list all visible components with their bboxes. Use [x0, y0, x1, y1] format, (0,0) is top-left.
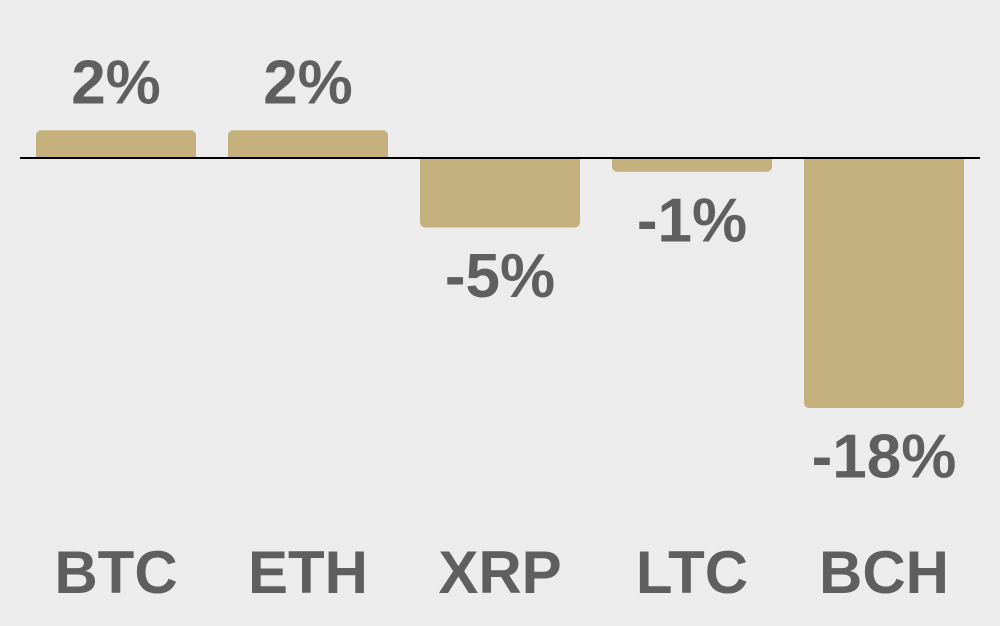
- bar: [420, 158, 580, 228]
- x-tick-label: BCH: [819, 539, 949, 606]
- x-tick-label: LTC: [636, 539, 748, 606]
- bar: [612, 158, 772, 172]
- x-tick-label: BTC: [54, 539, 177, 606]
- bar: [228, 130, 388, 158]
- bar: [36, 130, 196, 158]
- value-label: -18%: [812, 422, 957, 491]
- x-tick-label: ETH: [248, 539, 368, 606]
- bar: [804, 158, 964, 408]
- value-label: 2%: [71, 49, 161, 118]
- value-label: -1%: [637, 186, 747, 255]
- x-tick-label: XRP: [438, 539, 561, 606]
- value-label: 2%: [263, 49, 353, 118]
- value-label: -5%: [445, 242, 555, 311]
